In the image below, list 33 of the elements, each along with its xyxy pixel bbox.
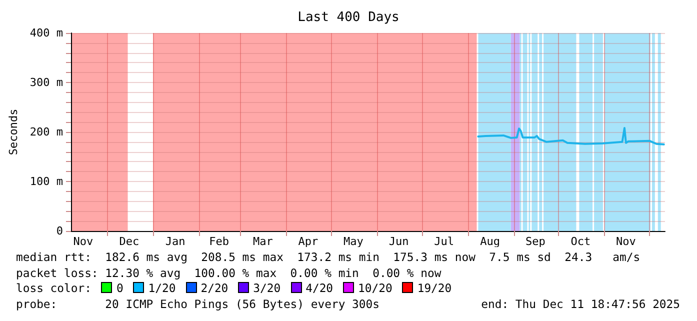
text: probe: 20 ICMP Echo Pings (56 Bytes) every 300s <box>16 296 380 310</box>
y-tick-label: 200 m <box>30 126 64 138</box>
y-axis-title: Seconds <box>7 108 20 156</box>
x-tick-label: Sep <box>525 235 546 248</box>
chart-title: Last 400 Days <box>298 10 400 25</box>
y-tick-label: 0 <box>56 224 64 238</box>
x-tick-label: Apr <box>298 235 318 248</box>
x-tick-label: Mar <box>252 235 274 248</box>
x-tick-label: Nov <box>73 235 94 248</box>
text: end: Thu Dec 11 18:47:56 2025 <box>481 296 680 312</box>
x-tick-label: Jul <box>434 235 454 248</box>
text: median rtt: 182.6 ms avg 208.5 ms max 173.2 ms min 175.3 ms now 7.5 ms sd 24.3 am/s <box>16 250 642 266</box>
text: loss color: <box>16 281 92 295</box>
y-tick-label: 100 m <box>30 175 64 188</box>
text: 1/20 <box>148 281 176 295</box>
x-tick-label: Jan <box>165 235 186 248</box>
y-tick-label: 300 m <box>30 76 64 89</box>
text: 0 <box>116 281 124 295</box>
text: packet loss: 12.30 % avg 100.00 % max 0.00 % min 0.00 % now <box>16 266 442 281</box>
x-tick-label: Feb <box>209 235 230 248</box>
x-tick-label: Jun <box>388 235 409 248</box>
x-tick-label: May <box>344 235 364 248</box>
x-tick-label: Aug <box>480 235 500 248</box>
line-series <box>477 127 665 146</box>
text: 4/20 <box>306 281 334 295</box>
y-tick-label: 400 m <box>30 26 64 40</box>
text: 2/20 <box>200 281 228 295</box>
text: 10/20 <box>358 281 392 295</box>
x-tick-label: Nov <box>616 235 636 248</box>
x-tick-label: Oct <box>570 235 591 248</box>
x-tick-label: Dec <box>119 235 140 248</box>
text: 19/20 <box>417 281 452 295</box>
text: 3/20 <box>253 281 281 295</box>
